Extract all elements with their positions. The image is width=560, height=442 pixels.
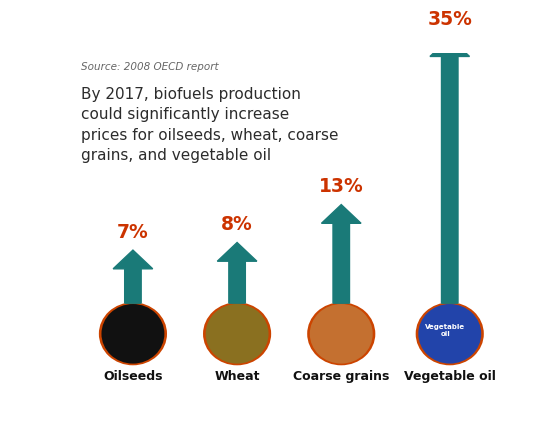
Ellipse shape xyxy=(307,302,375,365)
FancyArrow shape xyxy=(217,243,257,303)
Text: 7%: 7% xyxy=(117,223,149,242)
Text: By 2017, biofuels production
could significantly increase
prices for oilseeds, w: By 2017, biofuels production could signi… xyxy=(81,87,338,163)
Ellipse shape xyxy=(310,304,373,364)
Ellipse shape xyxy=(203,302,271,365)
Text: Oilseeds: Oilseeds xyxy=(103,370,162,383)
FancyArrow shape xyxy=(430,38,469,303)
Text: Vegetable oil: Vegetable oil xyxy=(404,370,496,383)
Ellipse shape xyxy=(416,302,484,365)
Text: Wheat: Wheat xyxy=(214,370,260,383)
Text: Vegetable
oil: Vegetable oil xyxy=(426,324,465,337)
Text: Coarse grains: Coarse grains xyxy=(293,370,389,383)
FancyArrow shape xyxy=(321,205,361,303)
Text: Source: 2008 OECD report: Source: 2008 OECD report xyxy=(81,61,218,72)
Ellipse shape xyxy=(99,302,167,365)
Text: 35%: 35% xyxy=(427,10,472,29)
Ellipse shape xyxy=(101,304,165,364)
Ellipse shape xyxy=(418,304,481,364)
FancyArrow shape xyxy=(113,250,153,303)
Text: 13%: 13% xyxy=(319,177,363,196)
Ellipse shape xyxy=(206,304,269,364)
Text: 8%: 8% xyxy=(221,215,253,234)
